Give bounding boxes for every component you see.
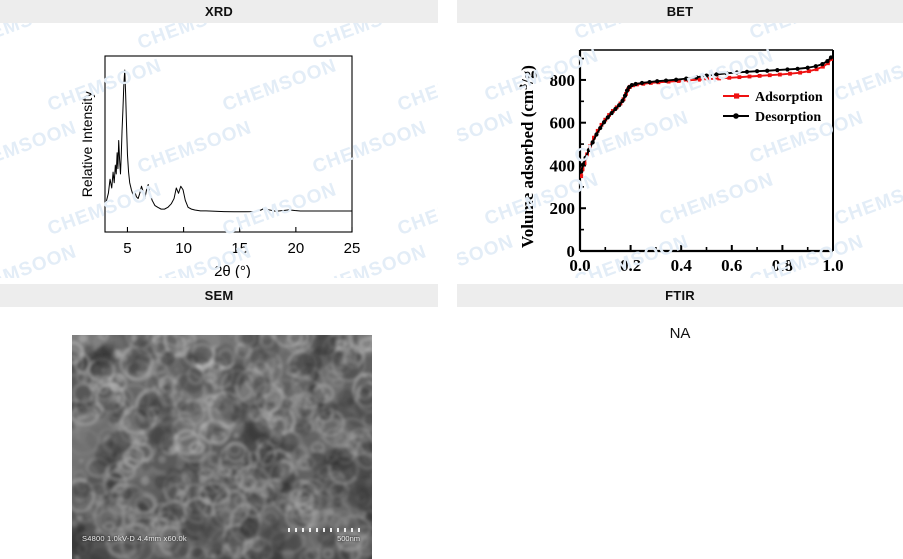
- panel-ftir: FTIR NA: [457, 284, 903, 559]
- panel-sem: SEM S4800 1.0kV-D 4.4mm x60.0k 500nm: [0, 284, 438, 559]
- svg-text:10: 10: [175, 240, 192, 257]
- svg-text:Adsorption: Adsorption: [755, 90, 823, 105]
- panel-sem-body: S4800 1.0kV-D 4.4mm x60.0k 500nm: [0, 307, 438, 559]
- panel-ftir-title: FTIR: [457, 284, 903, 307]
- svg-text:0.2: 0.2: [620, 256, 641, 275]
- ftir-not-available-text: NA: [669, 325, 691, 342]
- xrd-chart: 5 10 15 20 25 2θ (°) Relative Intensity: [79, 55, 361, 278]
- svg-text:20: 20: [288, 240, 305, 257]
- svg-text:Desorption: Desorption: [755, 110, 821, 125]
- sem-scale-label: 500nm: [337, 534, 360, 543]
- sem-scale-bar: [288, 528, 362, 532]
- svg-text:400: 400: [550, 156, 576, 175]
- svg-text:200: 200: [550, 199, 576, 218]
- svg-text:0: 0: [567, 242, 576, 261]
- svg-text:Volume adsorbed (cm3/g): Volume adsorbed (cm3/g): [516, 65, 537, 248]
- svg-text:1.0: 1.0: [822, 256, 843, 275]
- panel-bet-body: CHEMSOON CHEMSOON CHEMSOON CHEMSOON CHEMSOON…: [457, 23, 903, 278]
- panel-xrd-title: XRD: [0, 0, 438, 23]
- panel-ftir-body: NA: [457, 307, 903, 559]
- svg-text:5: 5: [123, 240, 131, 257]
- svg-text:15: 15: [231, 240, 248, 257]
- panel-xrd: XRD CHEMSOON CHEMSOON CHEMSOON CHEMSOON CHEM…: [0, 0, 438, 278]
- svg-text:Relative Intensity: Relative Intensity: [79, 91, 95, 198]
- bet-chart: 0 200 400 600 800 0.0 0.2 0.4 0.6 0.8 1.0 Relative …: [516, 49, 844, 278]
- svg-text:600: 600: [550, 114, 576, 133]
- svg-text:0.0: 0.0: [569, 256, 590, 275]
- svg-text:2θ (°): 2θ (°): [214, 263, 251, 278]
- panel-xrd-body: CHEMSOON CHEMSOON CHEMSOON CHEMSOON CHEMSOON…: [0, 23, 438, 278]
- panel-sem-title: SEM: [0, 284, 438, 307]
- panel-bet: BET CHEMSOON CHEMSOON CHEMSOON CHEMSOON CHEM…: [457, 0, 903, 278]
- sem-micrograph: S4800 1.0kV-D 4.4mm x60.0k 500nm: [72, 335, 372, 559]
- sem-caption: S4800 1.0kV-D 4.4mm x60.0k: [82, 534, 187, 543]
- svg-text:0.6: 0.6: [721, 256, 742, 275]
- svg-text:25: 25: [344, 240, 361, 257]
- svg-text:800: 800: [550, 71, 576, 90]
- svg-text:0.4: 0.4: [671, 256, 693, 275]
- panel-bet-title: BET: [457, 0, 903, 23]
- svg-text:0.8: 0.8: [772, 256, 793, 275]
- sem-image: [72, 335, 372, 559]
- svg-text:Relative pressure (P/P0): Relative pressure (P/P0): [622, 277, 795, 278]
